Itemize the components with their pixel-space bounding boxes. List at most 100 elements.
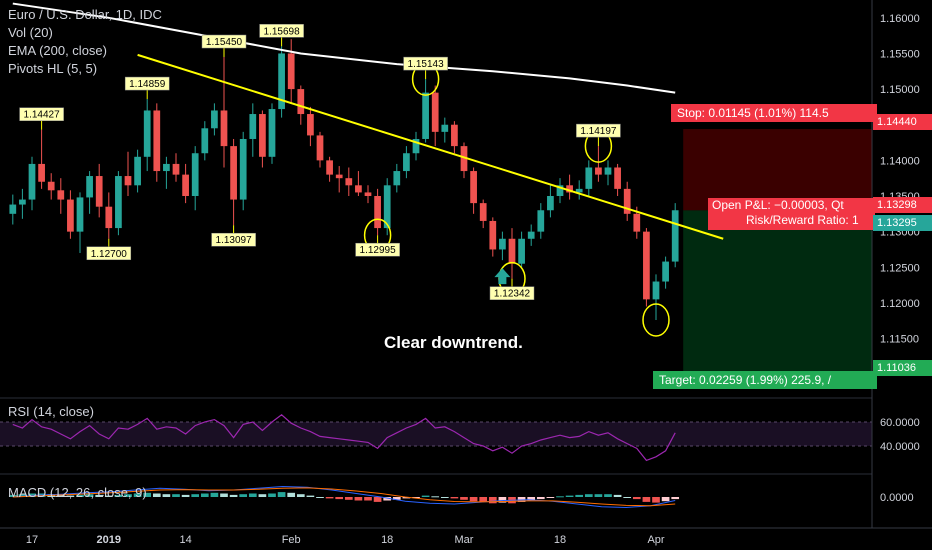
macd-histogram-bar	[402, 497, 411, 499]
macd-pane: 0.0000	[0, 473, 914, 509]
macd-histogram-bar	[143, 492, 152, 497]
target-label[interactable]: Target: 0.02259 (1.99%) 225.9, /	[653, 371, 877, 389]
candle-body	[508, 238, 516, 264]
macd-histogram-bar	[229, 494, 238, 497]
legend-pivots[interactable]: Pivots HL (5, 5)	[8, 61, 98, 76]
target-price-tag: 1.11036	[873, 360, 932, 376]
candle-body	[662, 261, 669, 282]
candle-body	[499, 238, 506, 250]
pivot-label-box	[211, 232, 256, 247]
time-tick-label: 17	[26, 534, 38, 546]
macd-histogram-bar	[594, 494, 603, 497]
current-price-tag: 1.13295	[873, 215, 932, 231]
pnl-box[interactable]: Open P&L: −0.00003, Qt Risk/Reward Ratio…	[708, 198, 875, 230]
rsi-line	[12, 414, 676, 462]
macd-histogram-bar	[152, 493, 161, 497]
candle-body	[393, 171, 401, 186]
macd-histogram-bar	[258, 494, 267, 497]
candle-body	[163, 163, 170, 172]
candle-body	[230, 146, 237, 200]
time-tick-label: Mar	[455, 534, 474, 546]
candle-body	[441, 124, 449, 132]
candle-body	[307, 114, 314, 136]
candle-body	[575, 188, 583, 193]
candle-body	[201, 128, 209, 154]
macd-histogram-bar	[133, 493, 142, 497]
macd-tick-label: 0.0000	[880, 492, 914, 504]
macd-histogram-bar	[66, 495, 75, 497]
candle-body	[537, 210, 545, 232]
macd-histogram-bar	[85, 494, 94, 497]
price-tick-label: 1.11500	[880, 334, 919, 346]
macd-label[interactable]: MACD (12, 26, close, 9)	[8, 485, 147, 500]
macd-histogram-bar	[124, 494, 132, 497]
candle-body	[76, 197, 84, 232]
macd-histogram-bar	[642, 497, 651, 502]
macd-histogram-bar	[421, 495, 430, 497]
macd-histogram-bar	[277, 492, 286, 497]
macd-histogram-bar	[460, 497, 468, 500]
price-tick-label: 1.15500	[880, 48, 920, 60]
macd-histogram-bar	[335, 497, 344, 500]
candle-body	[364, 192, 372, 196]
legend-title[interactable]: Euro / U.S. Dollar, 1D, IDC	[8, 7, 162, 22]
price-tick-label: 1.14000	[880, 155, 920, 167]
macd-histogram-bar	[479, 497, 488, 502]
circle-highlight	[642, 303, 670, 337]
candle-body	[623, 188, 631, 214]
macd-histogram-bar	[450, 497, 459, 499]
pivot-label-box	[19, 107, 64, 121]
legend-volume[interactable]: Vol (20)	[8, 25, 53, 40]
pivot-label: 1.15143	[408, 59, 445, 70]
chart-legend: Euro / U.S. Dollar, 1D, IDC Vol (20) EMA…	[8, 6, 162, 78]
time-tick-label: Apr	[647, 534, 664, 546]
rsi-label[interactable]: RSI (14, close)	[8, 404, 94, 419]
macd-histogram-bar	[556, 496, 564, 498]
pivot-label: 1.12342	[494, 289, 531, 300]
candle-body	[671, 210, 679, 262]
candle-body	[57, 190, 65, 200]
rsi-tick-label: 60.0000	[880, 417, 920, 429]
trade-zones	[683, 129, 872, 372]
macd-histogram-bar	[220, 493, 228, 497]
macd-histogram-bar	[565, 495, 574, 497]
macd-histogram-bar	[200, 493, 209, 497]
macd-histogram-bar	[373, 497, 382, 502]
legend-ema[interactable]: EMA (200, close)	[8, 43, 107, 58]
rsi-tick-label: 40.0000	[880, 441, 920, 453]
pivot-label-box	[124, 76, 170, 91]
pivot-label: 1.14197	[580, 126, 617, 137]
macd-histogram-bar	[316, 497, 324, 498]
macd-histogram-bar	[296, 494, 305, 497]
macd-histogram-bar	[210, 492, 219, 497]
candle-body	[518, 238, 525, 264]
rsi-pane: 60.0000 40.0000	[0, 397, 920, 462]
candle-body	[479, 203, 487, 221]
candle-body	[143, 110, 151, 157]
time-tick-label: 18	[381, 534, 393, 546]
candle-body	[191, 153, 199, 196]
macd-histogram-bar	[104, 495, 113, 497]
candle-body	[287, 53, 295, 90]
candle-body	[585, 167, 593, 189]
pivot-label: 1.12700	[91, 249, 128, 260]
macd-histogram-bar	[440, 497, 449, 498]
pivot-label-box	[576, 123, 621, 138]
macd-histogram-bar	[306, 495, 315, 497]
macd-histogram-bar	[498, 497, 507, 503]
candle-body	[172, 163, 180, 175]
price-tick-label: 1.16000	[880, 13, 920, 25]
candle-body	[470, 171, 477, 204]
candle-body	[316, 135, 324, 161]
annotation-text: Clear downtrend.	[384, 333, 523, 352]
target-zone	[683, 210, 872, 372]
macd-histogram-bar	[364, 497, 372, 501]
macd-histogram-bar	[671, 497, 680, 500]
candle-body	[278, 53, 285, 110]
stop-label[interactable]: Stop: 0.01145 (1.01%) 114.5	[671, 104, 877, 122]
candle-body	[422, 92, 429, 139]
macd-histogram-bar	[76, 494, 84, 497]
candle-body	[374, 196, 381, 229]
macd-histogram-bar	[632, 497, 641, 500]
